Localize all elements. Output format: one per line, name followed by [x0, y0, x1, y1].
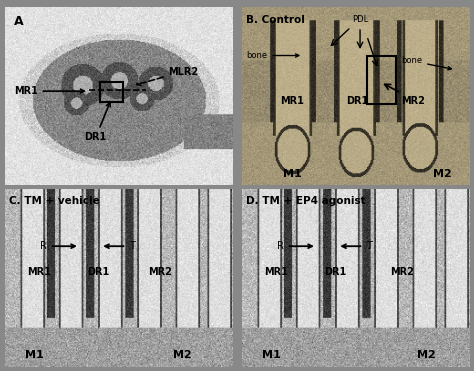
Text: M2: M2	[433, 168, 452, 178]
Text: M1: M1	[283, 168, 301, 178]
Text: MR1: MR1	[281, 96, 304, 106]
Text: M1: M1	[25, 350, 44, 360]
Text: T: T	[342, 241, 372, 251]
Text: MR2: MR2	[401, 96, 425, 106]
Text: MR1: MR1	[14, 86, 84, 96]
Text: M2: M2	[173, 350, 192, 360]
Text: DR1: DR1	[346, 96, 369, 106]
Text: MR2: MR2	[390, 267, 413, 277]
Text: bone: bone	[246, 51, 299, 60]
Text: M2: M2	[417, 350, 436, 360]
Text: DR1: DR1	[87, 267, 109, 277]
Text: R: R	[40, 241, 75, 251]
Text: DR1: DR1	[324, 267, 346, 277]
Bar	[367, 56, 396, 104]
Text: A: A	[14, 14, 24, 27]
Text: R: R	[277, 241, 312, 251]
Text: D. TM + EP4 agonist: D. TM + EP4 agonist	[246, 196, 366, 206]
Text: MLR2: MLR2	[137, 66, 199, 85]
Bar	[100, 82, 123, 102]
Text: MR1: MR1	[264, 267, 288, 277]
Text: MR1: MR1	[27, 267, 51, 277]
Text: DR1: DR1	[85, 102, 110, 142]
Text: bone: bone	[401, 56, 451, 70]
Text: MR2: MR2	[148, 267, 172, 277]
Text: M1: M1	[262, 350, 281, 360]
Text: T: T	[105, 241, 135, 251]
Text: C. TM + vehicle: C. TM + vehicle	[9, 196, 100, 206]
Text: B. Control: B. Control	[246, 14, 305, 24]
Text: PDL: PDL	[352, 15, 368, 24]
